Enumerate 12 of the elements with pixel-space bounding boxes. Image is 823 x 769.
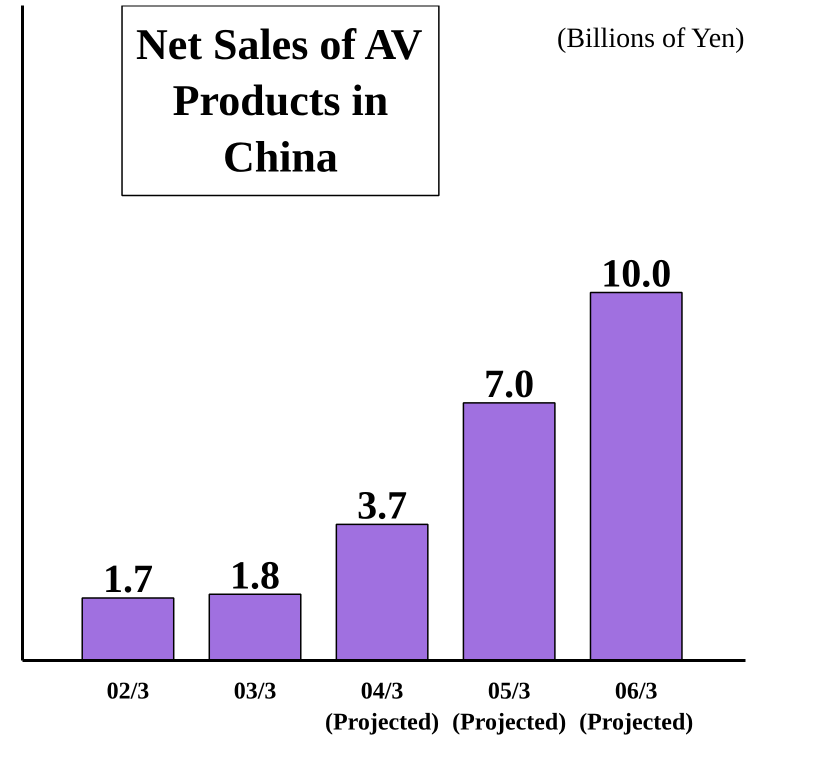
data-label: 1.7 [102,556,153,601]
x-tick-label: 02/3 [106,678,150,704]
x-tick-label: 05/3 (Projected) [452,678,566,736]
x-tick-label: 03/3 [234,678,276,704]
text: (Billions of Yen) [556,22,744,54]
x-tick-label: 06/3 (Projected) [579,678,694,736]
data-label: 3.7 [357,482,408,528]
text: Net Sales of AV Products in China [136,20,423,182]
data-label: 1.8 [230,552,280,598]
x-tick-label: 04/3 (Projected) [325,678,440,736]
data-label: 7.0 [484,360,534,406]
data-label: 10.0 [601,250,672,296]
